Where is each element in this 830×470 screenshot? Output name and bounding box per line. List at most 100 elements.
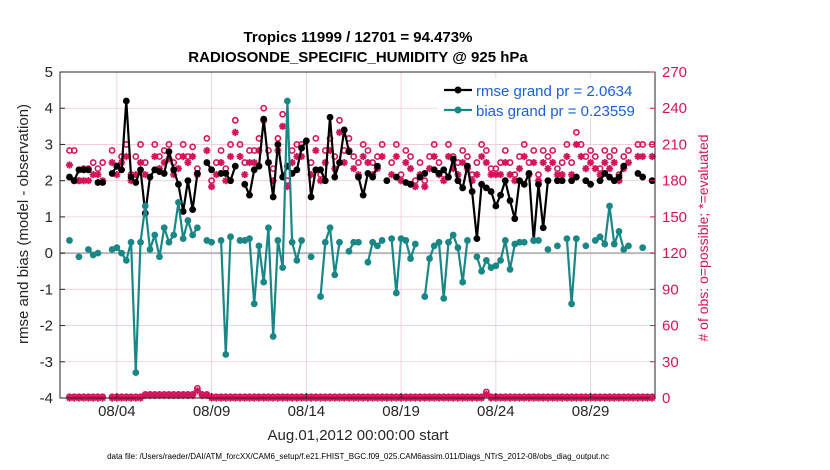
obs-evaluated-marker-101 [544,164,552,173]
bias-point-88 [482,256,490,264]
obs-evaluated-low-marker-21 [165,391,173,400]
bias-point-118 [625,242,632,250]
rmse-point-74 [416,173,424,181]
obs-possible-marker-1 [70,147,78,154]
bias-point-41 [260,278,268,286]
obs-possible-marker-62 [359,141,367,148]
obs-possible-marker-84 [464,153,471,160]
bias-point-116 [615,227,623,235]
rmse-point-50 [302,137,310,145]
obs-evaluated-marker-51 [307,171,315,179]
obs-evaluated-marker-85 [468,177,476,185]
obs-evaluated-marker-3 [80,177,88,185]
bias-point-27 [193,224,201,232]
obs-evaluated-marker-30 [207,183,216,191]
rmse-point-57 [336,159,343,166]
obs-possible-marker-101 [544,153,552,160]
series-layer [66,97,656,377]
rmse-point-42 [265,159,272,166]
obs-possible-marker-118 [625,147,632,154]
obs-possible-marker-86 [473,159,481,166]
y-right-tick-label-4: 120 [662,245,687,262]
obs-evaluated-low-marker-19 [155,391,164,400]
bias-point-17 [146,246,154,253]
obs-evaluated-marker-33 [222,177,230,185]
obs-evaluated-marker-49 [298,152,306,161]
rmse-point-104 [558,177,566,185]
obs-evaluated-low-marker-20 [160,391,168,400]
obs-evaluated-marker-43 [269,177,277,185]
rmse-point-15 [137,166,144,174]
rmse-point-20 [160,170,168,177]
y-right-tick-label-3: 90 [662,281,679,298]
obs-evaluated-marker-40 [255,146,263,155]
obs-evaluated-marker-35 [231,128,239,136]
axis-ticks: -4 -3 -2 -1 0 1 2 3 4 5 0 30 60 90 120 150 180 210 240 270 0… [40,64,687,420]
plot-area-frame [59,71,656,399]
bias-point-113 [601,240,609,248]
bias-point-66 [378,237,386,244]
obs-evaluated-marker-95 [515,164,524,173]
rmse-point-40 [255,162,263,170]
rmse-point-58 [340,126,348,134]
rmse-point-89 [487,188,495,195]
bias-point-93 [506,266,514,273]
rmse-point-78 [435,170,443,177]
rmse-point-2 [75,166,83,174]
obs-possible-marker-78 [435,159,443,166]
obs-evaluated-marker-89 [487,171,495,179]
bias-point-114 [606,202,613,210]
obs-evaluated-marker-46 [283,183,291,191]
obs-possible-marker-26 [189,143,197,151]
y-right-tick-label-0: 0 [662,390,670,407]
bias-point-59 [345,247,353,255]
bias-point-11 [118,249,125,257]
bias-point-72 [407,255,414,262]
obs-evaluated-marker-60 [350,164,358,173]
bias-point-75 [421,293,429,300]
rmse-point-55 [326,113,334,121]
obs-possible-marker-121 [639,141,647,148]
y-right-tick-label-9: 270 [662,64,687,81]
obs-evaluated-marker-38 [245,158,254,167]
bias-point-63 [364,258,372,266]
obs-evaluated-marker-106 [568,171,576,179]
obs-evaluated-marker-123 [648,152,656,161]
obs-possible-marker-32 [217,147,225,154]
obs-evaluated-marker-62 [359,152,367,161]
obs-evaluated-marker-121 [639,152,647,161]
obs-evaluated-marker-37 [241,171,249,179]
obs-evaluated-marker-108 [577,152,585,161]
bias-point-56 [331,271,339,279]
bias-point-6 [94,249,102,257]
bias-point-2 [75,253,83,261]
obs-evaluated-marker-90 [492,171,500,179]
obs-possible-marker-5 [89,159,97,166]
bias-point-92 [501,237,509,244]
obs-evaluated-marker-66 [378,152,386,161]
rmse-point-94 [511,215,519,223]
obs-possible-marker-83 [459,147,467,154]
obs-evaluated-marker-76 [425,164,434,173]
bias-point-105 [563,235,571,243]
obs-evaluated-low-marker-24 [179,391,187,400]
bias-point-0 [66,237,73,244]
rmse-point-112 [596,177,604,185]
rmse-point-1 [70,177,78,185]
obs-evaluated-marker-88 [482,158,490,167]
obs-evaluated-marker-18 [151,152,159,161]
obs-evaluated-marker-118 [624,158,633,167]
obs-possible-marker-105 [563,141,571,148]
bias-point-112 [596,233,604,241]
rmse-point-14 [132,179,140,186]
bias-point-43 [269,333,277,340]
bias-point-60 [350,238,358,246]
legend-rmse-label: rmse grand pr = 2.0634 [476,83,632,100]
obs-evaluated-marker-71 [402,158,410,167]
obs-evaluated-marker-86 [473,171,481,179]
y-tick-label-3: -1 [40,281,53,298]
x-axis-label: Aug.01,2012 00:00:00 start [268,427,450,444]
obs-possible-marker-60 [350,153,358,160]
obs-possible-marker-74 [416,159,424,166]
obs-evaluated-marker-63 [364,158,372,167]
